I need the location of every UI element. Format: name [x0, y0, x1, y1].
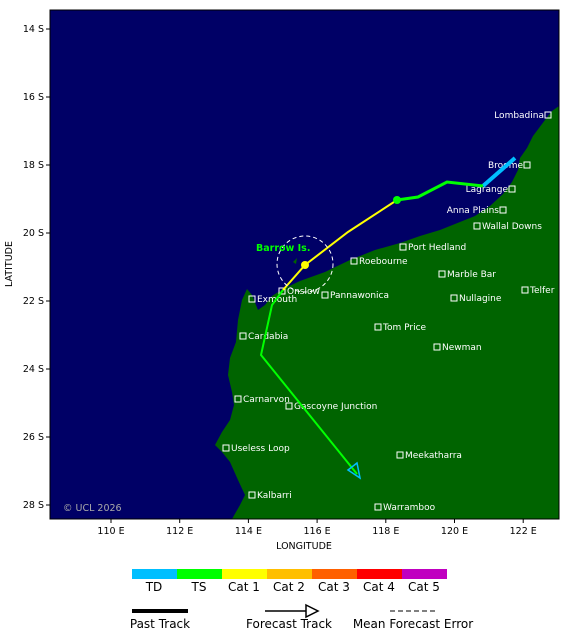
place-marker — [450, 294, 458, 302]
category-label: Cat 2 — [273, 580, 305, 594]
x-tick-label: 122 E — [510, 526, 537, 537]
place-label: Lombadina — [494, 111, 544, 121]
place-label: Marble Bar — [447, 270, 496, 280]
track-type-label: Mean Forecast Error — [353, 617, 473, 631]
category-label: Cat 1 — [228, 580, 260, 594]
place-marker — [499, 206, 507, 214]
x-axis-title: LONGITUDE — [276, 541, 332, 552]
place-label: Port Hedland — [408, 243, 466, 253]
place-marker — [399, 243, 407, 251]
place-label: Lagrange — [466, 185, 509, 195]
place-label: Meekatharra — [405, 451, 462, 461]
x-tick-label: 112 E — [166, 526, 193, 537]
place-marker — [523, 161, 531, 169]
place-marker — [521, 286, 529, 294]
place-label: Carnarvon — [243, 395, 290, 405]
x-tick-label: 118 E — [372, 526, 399, 537]
place-marker — [374, 323, 382, 331]
place-marker — [278, 287, 286, 295]
x-tick-label: 110 E — [97, 526, 124, 537]
category-label: Cat 4 — [363, 580, 395, 594]
category-swatch — [402, 569, 447, 579]
place-label: Wallal Downs — [482, 222, 542, 232]
place-marker — [433, 343, 441, 351]
place-label: Tom Price — [382, 323, 427, 333]
place-label: Warramboo — [383, 503, 436, 513]
track-type-label: Past Track — [130, 617, 190, 631]
category-label: TD — [145, 580, 163, 594]
place-marker — [222, 444, 230, 452]
y-axis-title: LATITUDE — [4, 241, 15, 287]
track-point — [393, 196, 401, 204]
category-label: TS — [191, 580, 207, 594]
island-label: Barrow Is. — [256, 243, 310, 254]
x-tick-label: 120 E — [441, 526, 468, 537]
category-swatch — [222, 569, 267, 579]
y-tick-label: 16 S — [23, 92, 44, 103]
y-tick-label: 18 S — [23, 160, 44, 171]
copyright: © UCL 2026 — [63, 503, 122, 514]
ticks: 14 S 16 S 18 S 20 S 22 S 24 S 26 S 28 S 110 E 112… — [23, 24, 537, 537]
island — [293, 258, 297, 264]
place-label: Exmouth — [257, 295, 297, 305]
y-tick-label: 22 S — [23, 296, 44, 307]
place-label: Telfer — [529, 286, 555, 296]
y-tick-label: 24 S — [23, 364, 44, 375]
place-label: Pannawonica — [330, 291, 389, 301]
category-label: Cat 3 — [318, 580, 350, 594]
place-label: Nullagine — [459, 294, 502, 304]
track-ts — [396, 180, 484, 202]
legend: TD TS Cat 1 Cat 2 Cat 3 Cat 4 Cat 5 Past Track F… — [130, 569, 473, 631]
place-marker — [350, 257, 358, 265]
track-cat1 — [282, 199, 398, 291]
place-label: Cardabia — [248, 332, 288, 342]
arrowhead — [346, 461, 362, 480]
place-marker — [374, 503, 382, 511]
map-frame — [49, 9, 560, 520]
place-marker — [239, 332, 247, 340]
y-tick-label: 26 S — [23, 432, 44, 443]
forecast-error — [276, 235, 334, 293]
track-point — [301, 261, 309, 269]
land — [215, 106, 559, 519]
category-swatch — [267, 569, 312, 579]
track-type-label: Forecast Track — [246, 617, 332, 631]
place-marker — [234, 395, 242, 403]
place-marker — [248, 295, 256, 303]
category-label: Cat 5 — [408, 580, 440, 594]
place-label: Newman — [442, 343, 482, 353]
category-swatch — [177, 569, 222, 579]
forecast-track — [259, 289, 358, 475]
place-label: Useless Loop — [231, 444, 290, 454]
place-marker — [473, 222, 481, 230]
track-td — [481, 156, 517, 188]
y-tick-label: 28 S — [23, 500, 44, 511]
place-marker — [396, 451, 404, 459]
place-marker — [544, 111, 552, 119]
place-label: Gascoyne Junction — [294, 402, 377, 412]
category-swatch — [357, 569, 402, 579]
place-label: Roebourne — [359, 257, 408, 267]
place-label: Anna Plains — [447, 206, 500, 216]
place-marker — [321, 291, 329, 299]
category-swatch — [312, 569, 357, 579]
place-label: Kalbarri — [257, 491, 292, 501]
forecast-arrow-sample — [305, 603, 320, 619]
category-swatch — [132, 569, 177, 579]
x-tick-label: 114 E — [235, 526, 262, 537]
place-marker — [248, 491, 256, 499]
place-marker — [285, 402, 293, 410]
place-marker — [508, 185, 516, 193]
y-tick-label: 14 S — [23, 24, 44, 35]
x-tick-label: 116 E — [304, 526, 331, 537]
place-marker — [438, 270, 446, 278]
y-tick-label: 20 S — [23, 228, 44, 239]
